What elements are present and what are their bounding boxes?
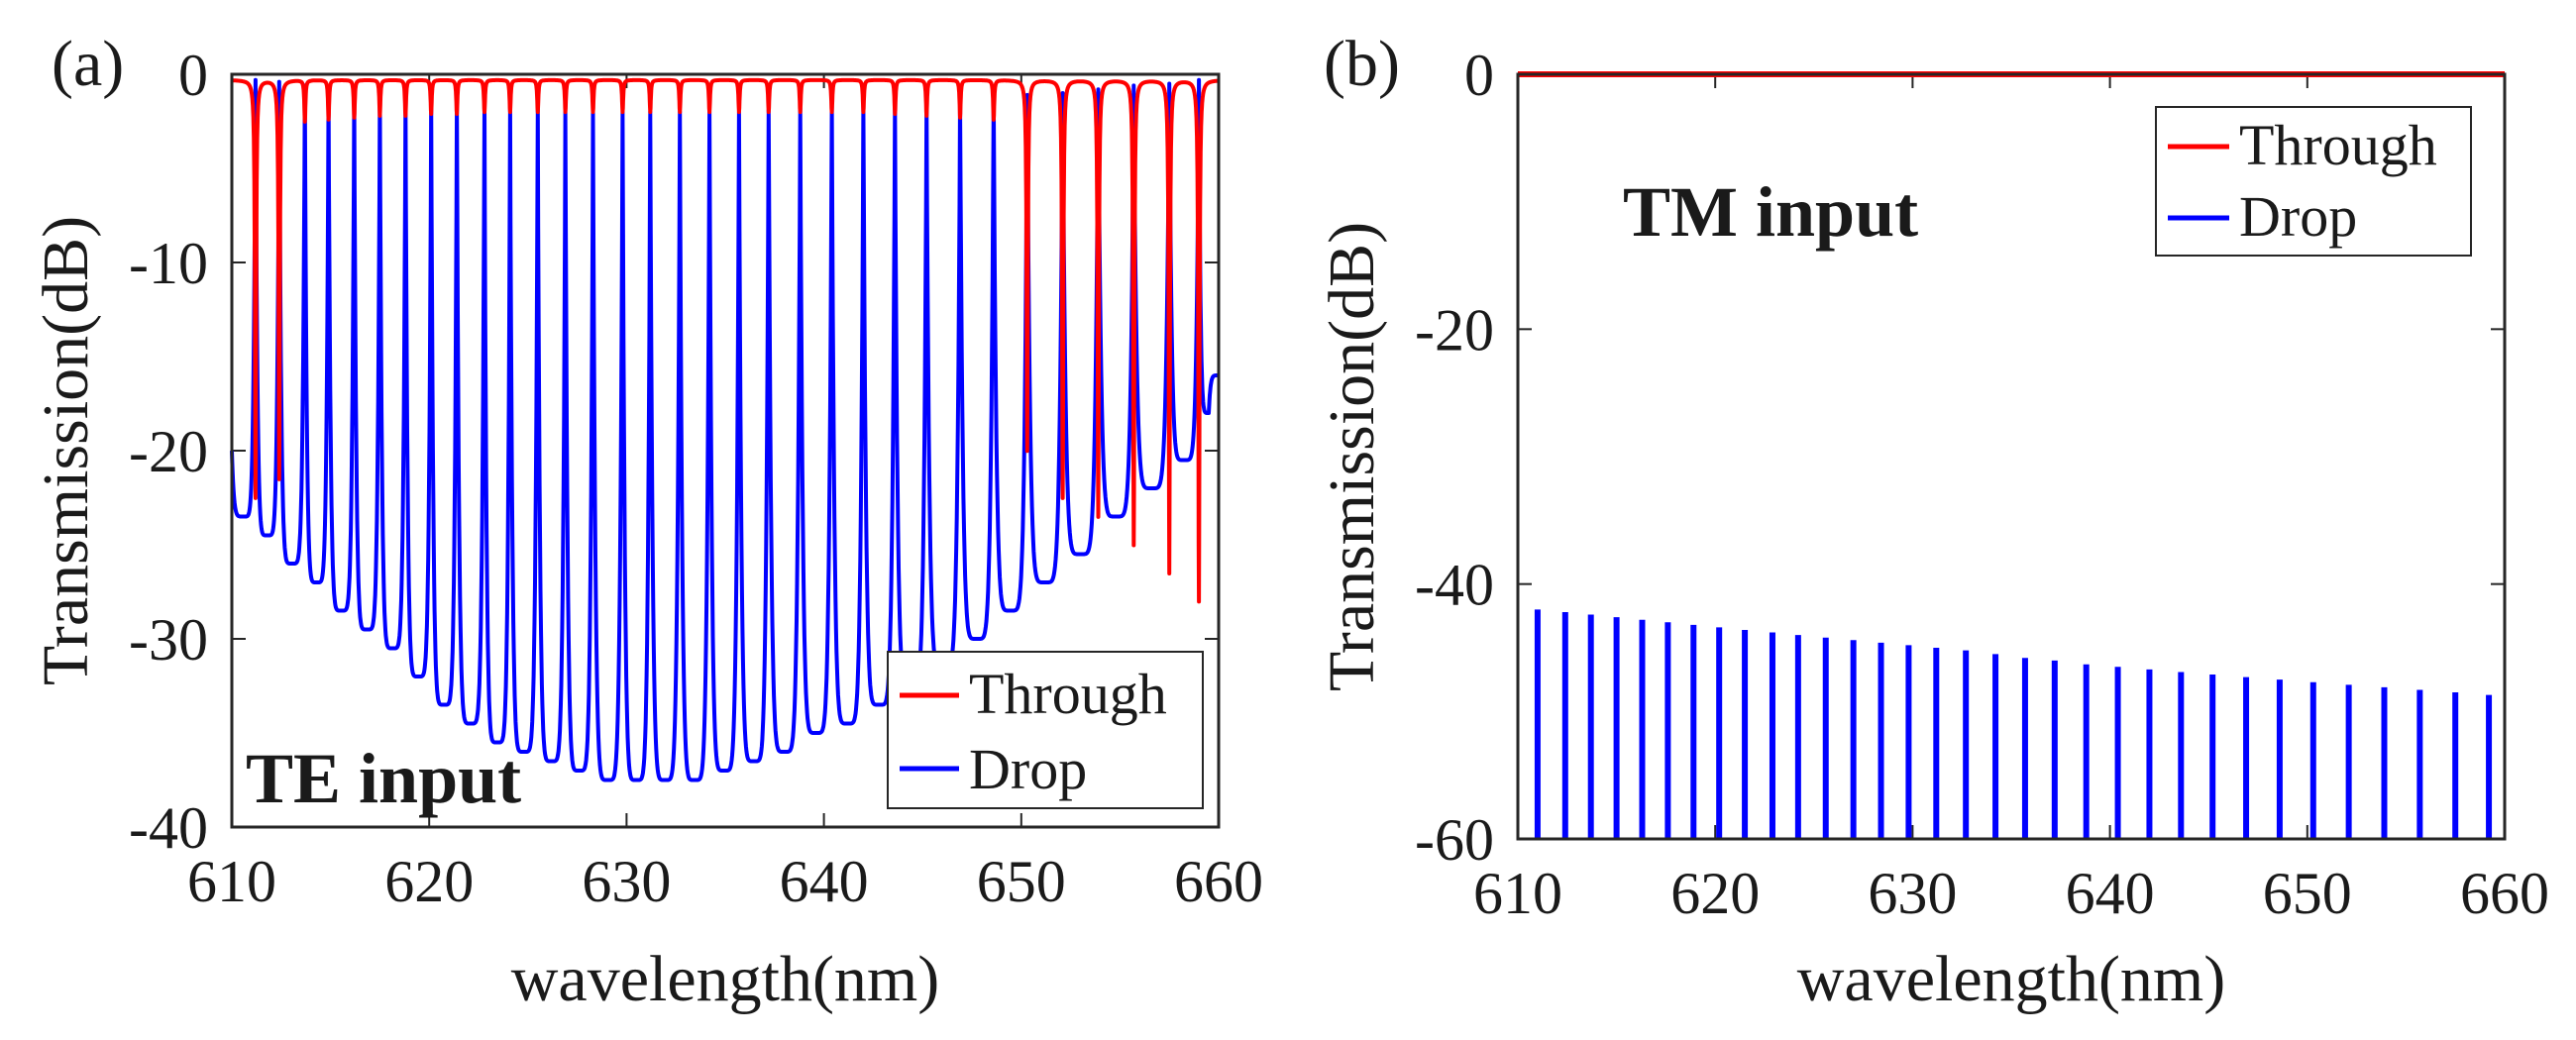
through-series-line — [230, 77, 1221, 604]
y-tick-label: -10 — [129, 231, 208, 296]
x-tick-label: 620 — [1670, 861, 1760, 926]
panel-a-series — [230, 77, 1221, 782]
panel-b-legend-through-label: Through — [2239, 113, 2437, 177]
x-tick-label: 660 — [2460, 861, 2549, 926]
panel-b-x-tick-labels: 610 620 630 640 650 660 — [1473, 861, 2549, 926]
y-tick-label: 0 — [1464, 43, 1494, 108]
x-tick-label: 620 — [384, 849, 474, 914]
panel-b-y-axis-label: Transmission(dB) — [1316, 222, 1388, 691]
y-tick-label: 0 — [178, 43, 208, 108]
x-tick-label: 610 — [187, 849, 276, 914]
x-tick-label: 660 — [1174, 849, 1263, 914]
x-tick-label: 650 — [2263, 861, 2352, 926]
y-tick-label: -60 — [1415, 807, 1494, 873]
panel-a-annotation: TE input — [246, 739, 521, 818]
panel-b-label: (b) — [1324, 28, 1400, 100]
panel-b-x-axis-label: wavelength(nm) — [1797, 943, 2226, 1015]
panel-a-legend-through-label: Through — [969, 662, 1167, 726]
panel-b-legend: Through Drop — [2155, 106, 2472, 257]
panel-a-x-tick-labels: 610 620 630 640 650 660 — [187, 849, 1263, 914]
panel-a-y-axis-label: Transmission(dB) — [30, 216, 102, 685]
x-tick-label: 640 — [780, 849, 869, 914]
panel-b-legend-drop-label: Drop — [2239, 184, 2357, 249]
panel-a-y-tick-labels: 0 -10 -20 -30 -40 — [129, 43, 208, 861]
panel-a-x-axis-label: wavelength(nm) — [511, 943, 940, 1015]
x-tick-label: 630 — [1868, 861, 1957, 926]
x-tick-label: 610 — [1473, 861, 1562, 926]
x-tick-label: 650 — [977, 849, 1066, 914]
y-tick-label: -40 — [129, 795, 208, 861]
x-tick-label: 640 — [2066, 861, 2155, 926]
panel-a-legend-drop-label: Drop — [969, 737, 1087, 801]
panel-b-y-tick-labels: 0 -20 -40 -60 — [1415, 43, 1494, 873]
panel-b-legend-box — [2155, 106, 2472, 257]
panel-a-legend-box — [887, 651, 1204, 809]
panel-a-legend: Through Drop — [887, 651, 1204, 809]
panel-b: (b) 610 620 630 640 650 660 0 -20 -40 -60 wavele… — [1316, 28, 2549, 1015]
x-tick-label: 630 — [582, 849, 671, 914]
panel-a-label: (a) — [52, 28, 124, 100]
panel-a-axes-box — [230, 72, 1221, 829]
panel-b-annotation: TM input — [1623, 172, 1918, 252]
panel-b-axes-box — [1516, 72, 2507, 841]
y-tick-label: -20 — [1415, 297, 1494, 363]
panel-a: (a) 610 620 630 640 650 660 0 -10 -20 -30 -40 wav… — [30, 28, 1263, 1015]
y-tick-label: -20 — [129, 419, 208, 484]
y-tick-label: -40 — [1415, 553, 1494, 618]
y-tick-label: -30 — [129, 607, 208, 673]
